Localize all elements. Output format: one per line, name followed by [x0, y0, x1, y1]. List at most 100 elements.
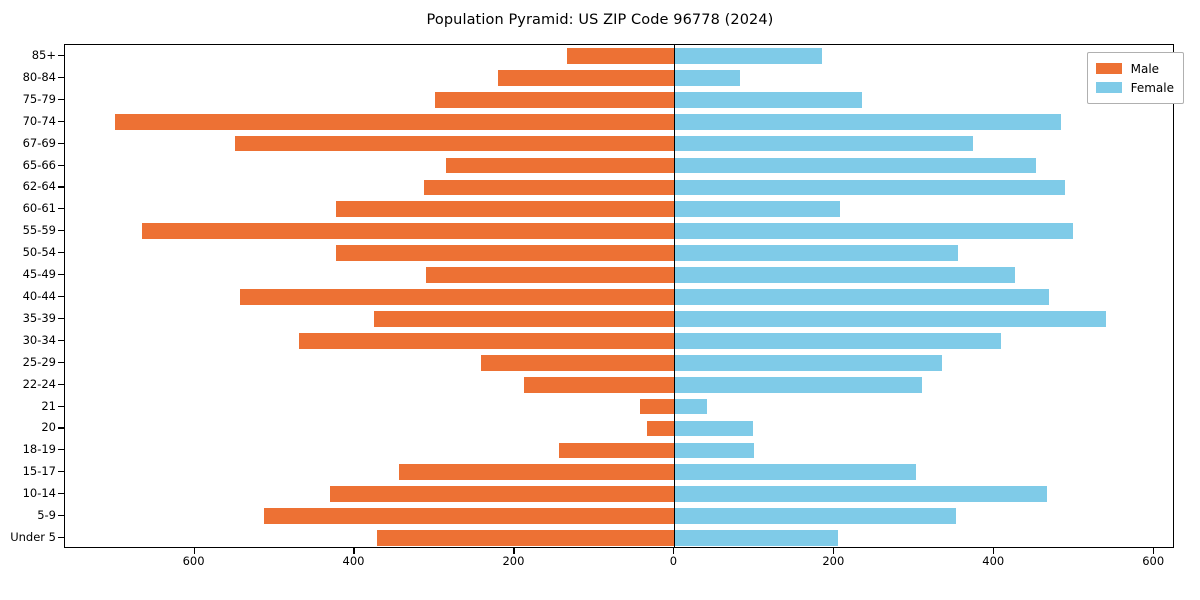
bar-group: [65, 157, 1173, 174]
bar-group: [65, 201, 1173, 218]
bar-male: [426, 267, 675, 283]
y-tick-label: 21: [41, 398, 56, 413]
y-tick-label: 45-49: [22, 267, 56, 282]
y-tick-label: 35-39: [22, 310, 56, 325]
bar-group: [65, 464, 1173, 481]
bar-male: [567, 48, 675, 64]
legend-label: Female: [1130, 80, 1174, 95]
bar-male: [647, 420, 675, 437]
legend-entry-male[interactable]: Male: [1095, 59, 1174, 78]
bar-female: [674, 311, 1107, 327]
x-tick-mark: [1153, 548, 1155, 554]
x-tick-label: 200: [502, 554, 525, 568]
bar-group: [65, 398, 1173, 415]
x-tick-mark: [193, 548, 195, 554]
y-tick-label: 18-19: [22, 442, 56, 457]
x-tick-label: 200: [822, 554, 845, 568]
bar-female: [674, 398, 708, 415]
bar-male: [376, 530, 675, 546]
y-tick-mark: [58, 361, 64, 363]
y-tick-label: 20: [41, 420, 56, 435]
x-tick-mark: [513, 548, 515, 554]
y-tick-label: 70-74: [22, 113, 56, 128]
bar-group: [65, 91, 1173, 108]
bar-male: [141, 223, 675, 240]
bar-group: [65, 420, 1173, 437]
y-tick-label: 65-66: [22, 157, 56, 172]
bar-male: [497, 69, 675, 86]
bar-female: [674, 157, 1036, 174]
bar-male: [240, 289, 675, 305]
y-tick-mark: [58, 405, 64, 407]
y-tick-mark: [58, 296, 64, 298]
bar-group: [65, 179, 1173, 196]
bar-female: [674, 420, 753, 437]
bar-group: [65, 245, 1173, 262]
bar-female: [674, 486, 1048, 503]
legend-entry-female[interactable]: Female: [1095, 78, 1174, 97]
bar-female: [674, 245, 959, 262]
y-tick-label: 62-64: [22, 179, 56, 194]
bar-female: [674, 376, 923, 393]
bar-female: [674, 464, 916, 481]
bar-male: [264, 508, 675, 524]
chart-legend: Male Female: [1086, 52, 1184, 104]
y-tick-label: 60-61: [22, 201, 56, 216]
bar-male: [559, 442, 675, 459]
legend-swatch-icon: [1095, 82, 1122, 93]
bar-female: [674, 69, 740, 86]
y-tick-label: 25-29: [22, 354, 56, 369]
bar-group: [65, 486, 1173, 503]
bar-group: [65, 289, 1173, 305]
bar-male: [336, 201, 675, 218]
y-tick-label: 30-34: [22, 332, 56, 347]
y-tick-label: 75-79: [22, 91, 56, 106]
bar-male: [329, 486, 675, 503]
bar-female: [674, 442, 754, 459]
y-tick-label: 40-44: [22, 289, 56, 303]
bar-female: [674, 289, 1050, 305]
bar-female: [674, 267, 1016, 283]
bar-female: [674, 48, 822, 64]
y-tick-mark: [58, 142, 64, 144]
y-tick-label: 67-69: [22, 135, 56, 150]
bar-male: [374, 311, 675, 327]
y-tick-mark: [58, 208, 64, 210]
y-tick-label: 22-24: [22, 376, 56, 391]
y-tick-mark: [58, 339, 64, 341]
y-tick-mark: [58, 252, 64, 254]
x-tick-label: 600: [182, 554, 205, 568]
bar-group: [65, 69, 1173, 86]
bar-female: [674, 201, 840, 218]
y-tick-mark: [58, 427, 64, 429]
y-tick-label: Under 5: [10, 530, 56, 545]
y-tick-label: 55-59: [22, 223, 56, 238]
bar-female: [674, 354, 943, 371]
y-tick-mark: [58, 230, 64, 232]
bar-group: [65, 354, 1173, 371]
bar-group: [65, 442, 1173, 459]
y-tick-mark: [58, 515, 64, 517]
y-tick-label: 5-9: [37, 508, 56, 523]
bar-male: [115, 113, 675, 130]
bar-group: [65, 530, 1173, 546]
bar-male: [399, 464, 675, 481]
legend-label: Male: [1130, 61, 1160, 76]
bar-group: [65, 311, 1173, 327]
y-tick-mark: [58, 471, 64, 473]
x-tick-label: 400: [342, 554, 365, 568]
bar-male: [480, 354, 675, 371]
bar-male: [435, 91, 675, 108]
x-tick-mark: [353, 548, 355, 554]
bar-female: [674, 332, 1002, 349]
y-tick-label: 80-84: [22, 69, 56, 84]
bar-female: [674, 179, 1065, 196]
bar-group: [65, 332, 1173, 349]
bar-male: [639, 398, 675, 415]
y-tick-mark: [58, 449, 64, 451]
y-tick-mark: [58, 54, 64, 57]
x-tick-mark: [673, 548, 675, 554]
bar-female: [674, 530, 838, 546]
bar-male: [524, 376, 675, 393]
